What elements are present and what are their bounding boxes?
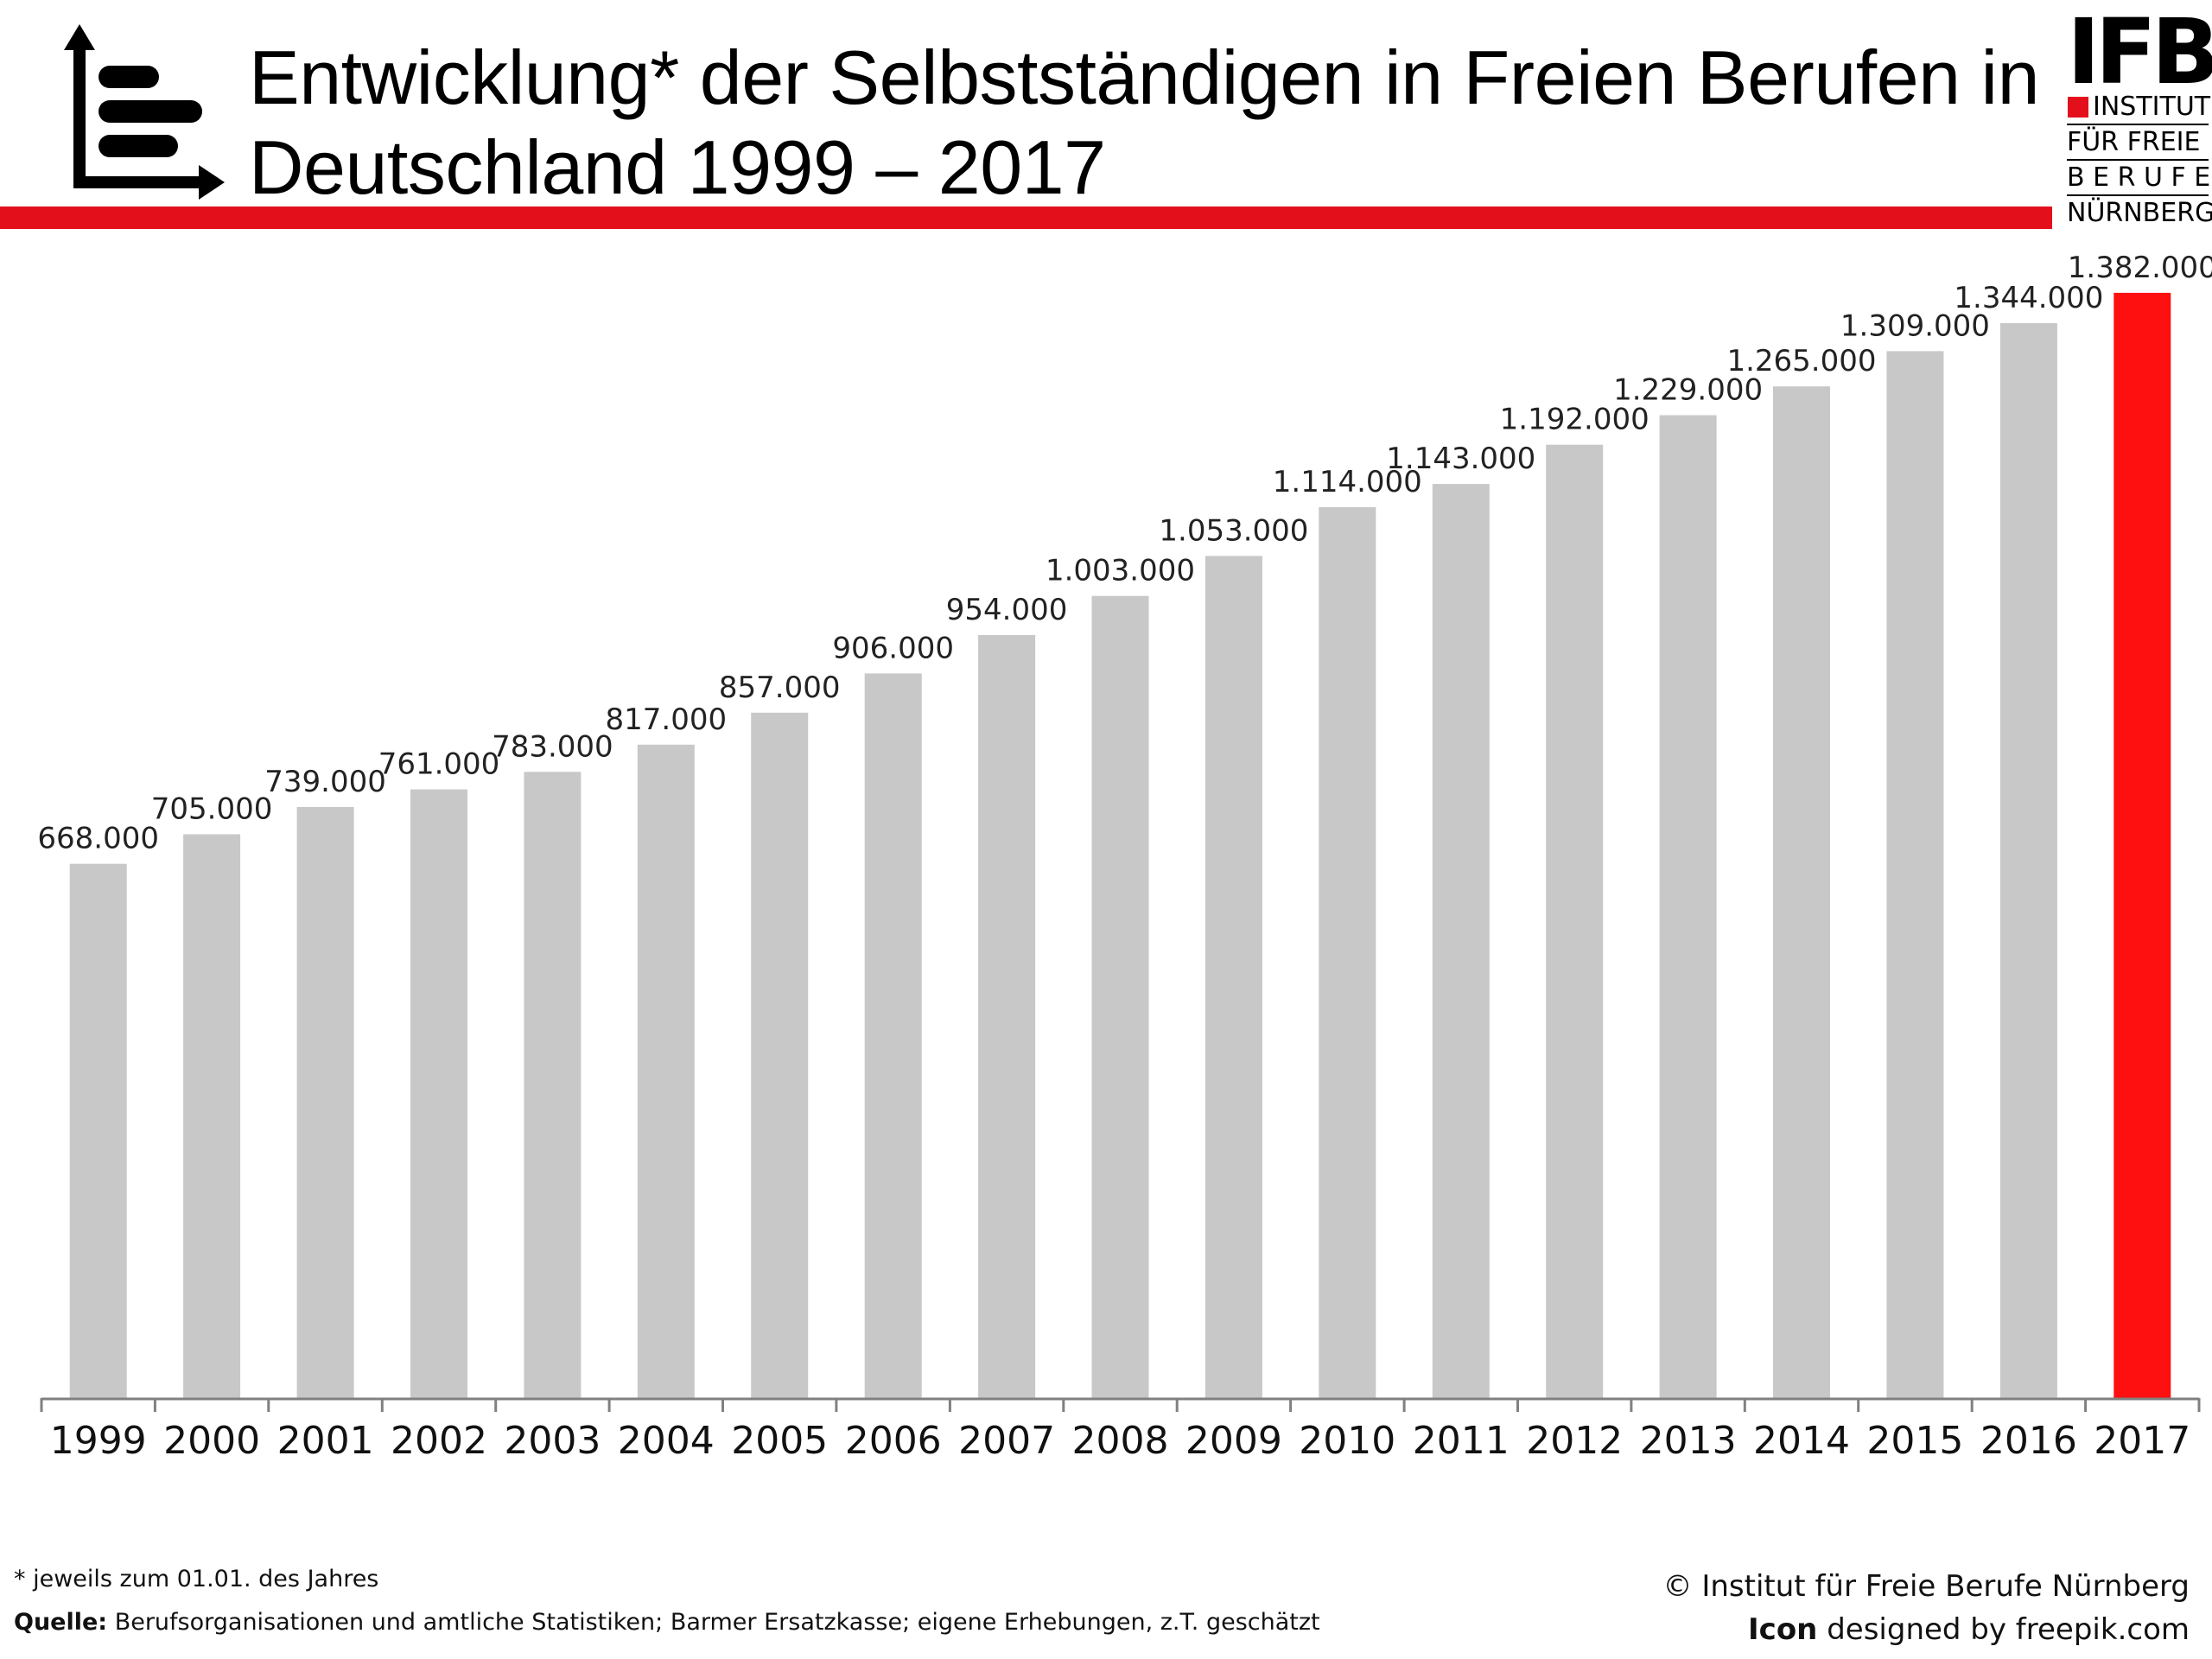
tick-label-2007: 2007: [958, 1419, 1055, 1463]
source-text: Berufsorganisationen und amtliche Statis…: [107, 1609, 1320, 1636]
value-label-2014: 1.265.000: [1726, 344, 1876, 378]
logo-rule-2: [2067, 159, 2209, 161]
value-label-2000: 705.000: [151, 792, 273, 827]
header-divider: [0, 207, 2052, 229]
bar-2000: [183, 834, 241, 1398]
source-note: Quelle: Berufsorganisationen und amtlich…: [14, 1609, 1320, 1636]
value-label-2009: 1.053.000: [1159, 513, 1308, 548]
tick-label-2002: 2002: [391, 1419, 487, 1463]
value-label-2006: 906.000: [832, 631, 954, 665]
logo-line-3: B E R U F E: [2067, 162, 2211, 193]
value-label-2016: 1.344.000: [1954, 281, 2103, 315]
tick-label-2000: 2000: [163, 1419, 260, 1463]
icon-credit: Icon designed by freepik.com: [1748, 1612, 2190, 1647]
value-label-2002: 761.000: [378, 747, 500, 782]
tick-label-2012: 2012: [1526, 1419, 1623, 1463]
value-label-2003: 783.000: [492, 729, 613, 764]
bar-2006: [864, 673, 922, 1398]
bar-2010: [1319, 506, 1376, 1398]
bar-2011: [1432, 484, 1490, 1398]
bar-2002: [410, 789, 467, 1398]
value-label-1999: 668.000: [37, 822, 159, 856]
logo-line-4: NÜRNBERG: [2067, 198, 2212, 228]
value-label-2012: 1.192.000: [1500, 403, 1649, 437]
tick-label-2004: 2004: [618, 1419, 715, 1463]
bar-2004: [637, 744, 695, 1398]
tick-label-1999: 1999: [50, 1419, 147, 1463]
tick-label-2017: 2017: [2094, 1419, 2190, 1463]
logo-red-square: [2068, 97, 2088, 118]
value-label-2005: 857.000: [719, 671, 841, 705]
value-label-2010: 1.114.000: [1273, 465, 1422, 499]
tick-label-2005: 2005: [731, 1419, 828, 1463]
title-line-1: Entwicklung* der Selbstständigen in Frei…: [249, 35, 2040, 120]
bar-2003: [524, 772, 582, 1398]
tick-label-2009: 2009: [1185, 1419, 1282, 1463]
page-title: Entwicklung* der Selbstständigen in Frei…: [249, 33, 2040, 213]
bar-1999: [69, 863, 127, 1398]
tick-label-2010: 2010: [1299, 1419, 1395, 1463]
logo-line-2: FÜR FREIE: [2067, 127, 2201, 157]
logo-line-1: INSTITUT: [2093, 92, 2211, 122]
value-label-2015: 1.309.000: [1840, 308, 1990, 343]
bar-2015: [1886, 351, 1944, 1398]
value-label-2011: 1.143.000: [1386, 442, 1535, 476]
tick-label-2003: 2003: [504, 1419, 601, 1463]
logo-rule-1: [2067, 124, 2209, 125]
bar-2009: [1205, 556, 1262, 1398]
bar-2001: [296, 807, 354, 1398]
bar-2016: [1999, 323, 2057, 1398]
footnote: * jeweils zum 01.01. des Jahres: [14, 1566, 379, 1592]
bar-2008: [1091, 595, 1149, 1398]
tick-label-2008: 2008: [1072, 1419, 1169, 1463]
logo-mark: IFB: [2067, 0, 2212, 105]
tick-label-2016: 2016: [1980, 1419, 2077, 1463]
value-label-2013: 1.229.000: [1613, 373, 1763, 408]
copyright-note: © Institut für Freie Berufe Nürnberg: [1662, 1569, 2190, 1604]
tick-label-2013: 2013: [1640, 1419, 1737, 1463]
source-label: Quelle:: [14, 1609, 108, 1636]
bar-2013: [1659, 415, 1717, 1398]
bar-2007: [978, 635, 1036, 1398]
bar-2017: [2113, 292, 2171, 1398]
icon-credit-text: designed by freepik.com: [1817, 1612, 2190, 1647]
value-label-2007: 954.000: [946, 593, 1068, 627]
bar-chart: 668.000 1999 705.000 2000 739.000 2001 761.000…: [37, 251, 2212, 1463]
title-line-2: Deutschland 1999 – 2017: [249, 124, 1106, 210]
bar-2005: [751, 712, 809, 1398]
value-label-2017: 1.382.000: [2068, 251, 2212, 285]
logo-rule-3: [2067, 194, 2209, 196]
bar-chart-icon: [64, 24, 225, 200]
tick-label-2001: 2001: [277, 1419, 374, 1463]
tick-label-2014: 2014: [1753, 1419, 1850, 1463]
bar-2012: [1546, 444, 1604, 1399]
value-label-2001: 739.000: [264, 765, 386, 799]
icon-credit-label: Icon: [1748, 1612, 1818, 1647]
tick-label-2011: 2011: [1413, 1419, 1510, 1463]
tick-label-2006: 2006: [845, 1419, 942, 1463]
tick-label-2015: 2015: [1866, 1419, 1963, 1463]
value-label-2004: 817.000: [605, 702, 727, 737]
bar-2014: [1773, 386, 1830, 1399]
value-label-2008: 1.003.000: [1046, 554, 1195, 588]
